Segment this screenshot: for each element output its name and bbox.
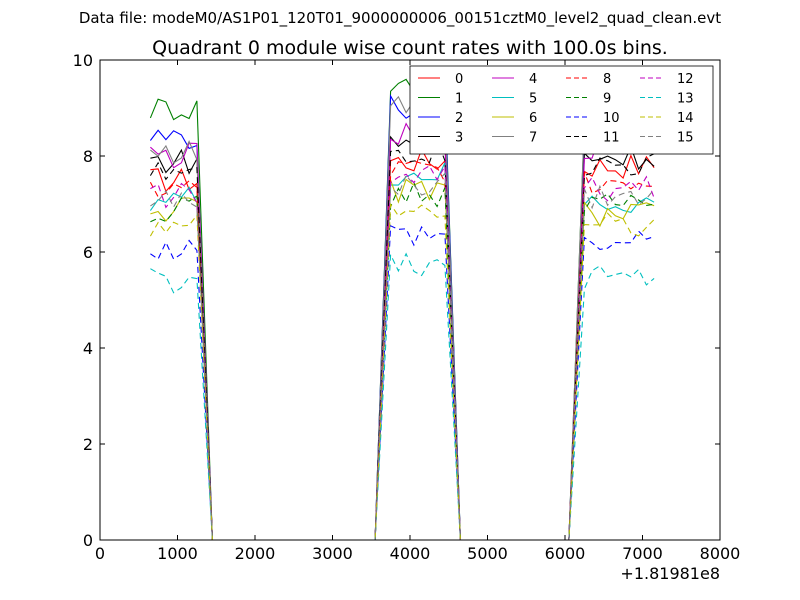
legend-label-6: 6 — [529, 111, 537, 126]
legend-label-8: 8 — [603, 72, 611, 87]
legend-label-4: 4 — [529, 72, 537, 87]
x-tick-label: 1000 — [157, 544, 198, 563]
legend-label-15: 15 — [677, 131, 694, 146]
legend-label-9: 9 — [603, 92, 611, 107]
y-tick-label: 8 — [83, 147, 93, 166]
series-line-9 — [150, 181, 655, 541]
legend-label-3: 3 — [455, 131, 463, 146]
legend-label-2: 2 — [455, 111, 463, 126]
legend-label-7: 7 — [529, 131, 537, 146]
x-tick-label: 6000 — [545, 544, 586, 563]
x-tick-label: 4000 — [390, 544, 431, 563]
legend-label-14: 14 — [677, 111, 694, 126]
series-line-14 — [149, 202, 655, 541]
legend-label-11: 11 — [603, 131, 620, 146]
x-tick-label: 7000 — [622, 544, 663, 563]
y-tick-label: 10 — [73, 51, 93, 70]
x-offset-label: +1.81981e8 — [620, 564, 720, 583]
y-tick-label: 4 — [83, 339, 93, 358]
chart-title: Quadrant 0 module wise count rates with … — [152, 37, 668, 59]
legend-label-10: 10 — [603, 111, 620, 126]
x-tick-label: 0 — [95, 544, 105, 563]
series-line-10 — [150, 224, 655, 541]
y-tick-label: 0 — [83, 531, 93, 550]
legend-label-12: 12 — [677, 72, 694, 87]
x-tick-label: 2000 — [235, 544, 276, 563]
x-tick-label: 3000 — [312, 544, 353, 563]
legend-label-5: 5 — [529, 92, 537, 107]
legend-box — [409, 65, 714, 155]
legend-label-13: 13 — [677, 92, 694, 107]
y-tick-label: 2 — [83, 435, 93, 454]
chart-suptitle: Data file: modeM0/AS1P01_120T01_90000000… — [79, 9, 721, 28]
legend-label-0: 0 — [455, 72, 463, 87]
legend-label-1: 1 — [455, 92, 463, 107]
y-tick-label: 6 — [83, 243, 93, 262]
x-tick-label: 8000 — [700, 544, 741, 563]
x-tick-label: 5000 — [467, 544, 508, 563]
